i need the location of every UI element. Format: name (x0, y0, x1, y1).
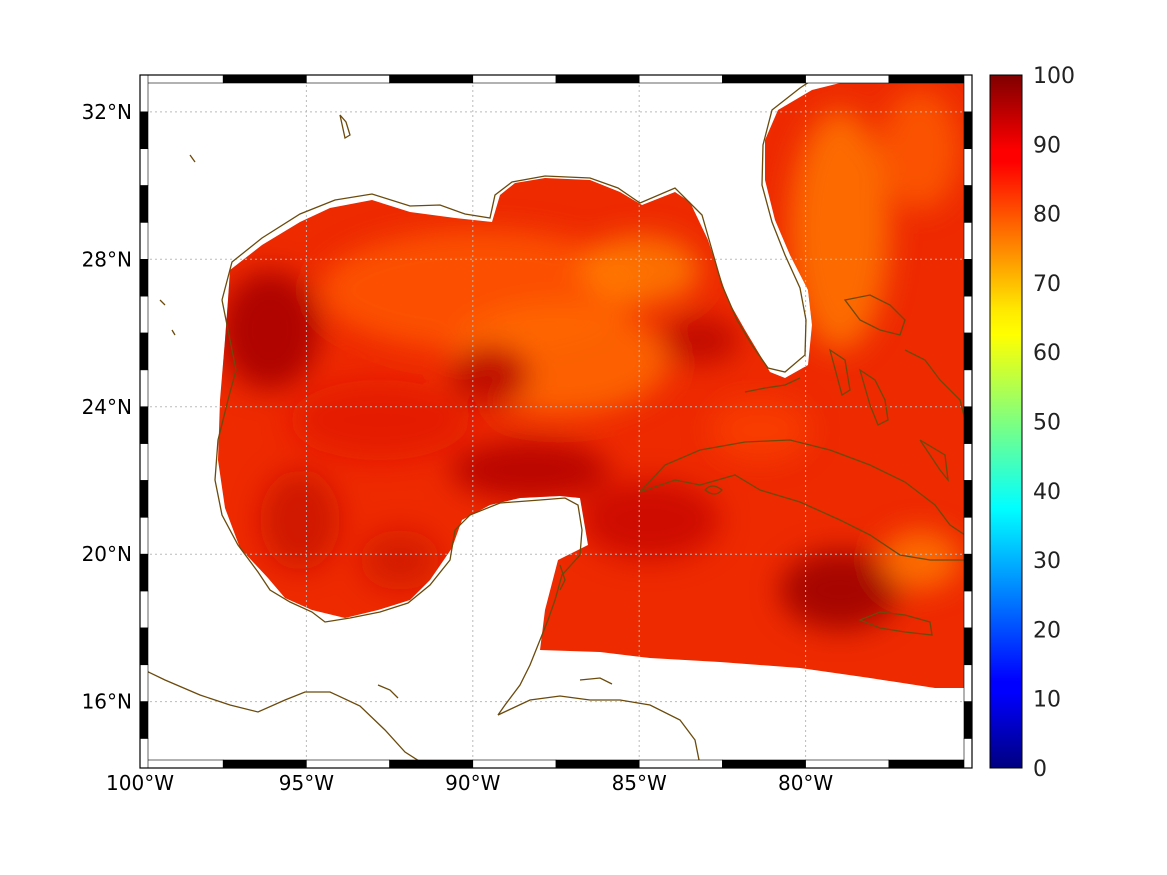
frame-bar-right (963, 259, 973, 297)
frame-bar-right (963, 295, 973, 334)
frame-bar-left (139, 185, 149, 223)
frame-bar-top (139, 74, 224, 84)
frame-bar-bottom (139, 759, 224, 769)
frame-bar-left (139, 627, 149, 666)
frame-bar-left (139, 295, 149, 334)
frame-bar-left (139, 664, 149, 702)
frame-bar-left (139, 222, 149, 260)
frame-bar-left (139, 148, 149, 186)
frame-bar-left (139, 590, 149, 629)
plot-border (139, 74, 973, 769)
frame-bar-right (963, 553, 973, 592)
colorbar-label: 20 (1033, 618, 1061, 643)
frame-bar-left (139, 74, 149, 113)
colorbar-label: 40 (1033, 480, 1061, 505)
colorbar-label: 100 (1033, 64, 1075, 89)
frame-bar-left (139, 701, 149, 739)
frame-bar-right (963, 701, 973, 739)
coastlines (148, 83, 966, 760)
frame-bar-bottom (389, 759, 474, 769)
frame-bar-right (963, 738, 973, 769)
frame-bar-top (555, 74, 640, 84)
frame-bar-bottom (888, 759, 973, 769)
frame-scale-bars (139, 74, 973, 769)
frame-bar-right (963, 443, 973, 481)
frame-bar-left (139, 406, 149, 444)
colorbar-label: 60 (1033, 341, 1061, 366)
y-tick-label: 20°N (82, 542, 132, 566)
colorbar-label: 10 (1033, 688, 1061, 713)
frame-bar-right (963, 590, 973, 629)
frame-bar-right (963, 480, 973, 518)
gridlines (148, 83, 966, 760)
frame-bar-bottom (222, 759, 307, 769)
colorbar-label: 50 (1033, 411, 1061, 436)
frame-bar-left (139, 443, 149, 481)
frame-bar-top (389, 74, 474, 84)
frame-bar-left (139, 369, 149, 408)
frame-bar-left (139, 738, 149, 769)
colorbar-label: 80 (1033, 203, 1061, 228)
frame-bar-bottom (805, 759, 890, 769)
frame-bar-top (805, 74, 890, 84)
frame-bar-right (963, 185, 973, 223)
frame-bar-right (963, 111, 973, 150)
x-tick-label: 90°W (445, 771, 500, 795)
frame-bar-top (638, 74, 723, 84)
frame-bar-right (963, 74, 973, 113)
x-axis-labels: 100°W 95°W 90°W 85°W 80°W (106, 771, 833, 795)
frame-bar-right (963, 664, 973, 702)
colorbar-label: 90 (1033, 133, 1061, 158)
frame-bar-right (963, 627, 973, 666)
colorbar (989, 74, 1023, 769)
frame-bar-top (722, 74, 806, 84)
y-axis-labels: 32°N 28°N 24°N 20°N 16°N (82, 100, 132, 714)
frame-bar-bottom (555, 759, 640, 769)
y-tick-label: 16°N (82, 690, 132, 714)
y-tick-label: 24°N (82, 395, 132, 419)
frame-bar-right (963, 369, 973, 408)
x-tick-label: 95°W (279, 771, 334, 795)
frame-bar-left (139, 111, 149, 150)
frame-bar-right (963, 332, 973, 371)
frame-bar-right (963, 406, 973, 444)
frame-bar-bottom (722, 759, 806, 769)
x-tick-label: 100°W (106, 771, 174, 795)
x-tick-label: 80°W (778, 771, 833, 795)
frame-bar-top (472, 74, 557, 84)
colorbar-label: 30 (1033, 549, 1061, 574)
frame-bar-right (963, 222, 973, 260)
frame-bar-left (139, 517, 149, 555)
frame-bar-left (139, 332, 149, 371)
frame-bar-top (306, 74, 390, 84)
frame-bar-bottom (472, 759, 557, 769)
frame-bar-left (139, 259, 149, 297)
frame-bar-right (963, 517, 973, 555)
frame-bar-bottom (638, 759, 723, 769)
frame-bar-left (139, 480, 149, 518)
colorbar-label: 0 (1033, 757, 1047, 782)
y-tick-label: 32°N (82, 100, 132, 124)
x-tick-label: 85°W (612, 771, 667, 795)
frame-bar-left (139, 553, 149, 592)
frame-bar-top (888, 74, 973, 84)
frame-bar-right (963, 148, 973, 186)
colorbar-label: 70 (1033, 272, 1061, 297)
frame-bar-top (222, 74, 307, 84)
y-tick-label: 28°N (82, 247, 132, 271)
frame-bar-bottom (306, 759, 390, 769)
